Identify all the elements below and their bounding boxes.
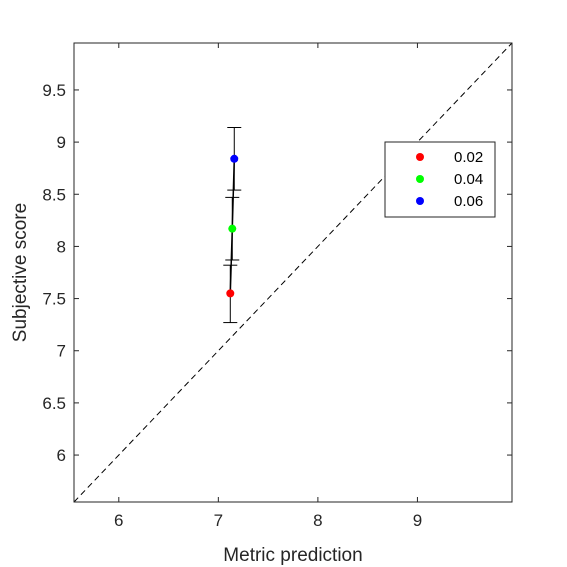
y-tick-label-4: 8 [57, 237, 66, 256]
legend-marker-1 [416, 175, 424, 183]
plot-frame [73, 42, 513, 503]
x-tick-label-1: 7 [214, 511, 223, 530]
legend: 0.02 0.04 0.06 [384, 141, 496, 218]
legend-box [384, 141, 496, 218]
diagonal-reference-line [73, 42, 513, 503]
legend-marker-0 [416, 153, 424, 161]
y-tick-label-1: 6.5 [42, 394, 66, 413]
y-tick-label-3: 7.5 [42, 290, 66, 309]
legend-marker-2 [416, 197, 424, 205]
x-tick-label-3: 9 [413, 511, 422, 530]
y-tick-label-2: 7 [57, 342, 66, 361]
data-point-2 [230, 154, 239, 163]
legend-label-0: 0.02 [454, 149, 483, 166]
y-tick-label-0: 6 [57, 446, 66, 465]
y-axis-label: Subjective score [10, 203, 31, 342]
y-tick-label-5: 8.5 [42, 185, 66, 204]
data-point-1 [228, 224, 237, 233]
x-tick-label-2: 8 [313, 511, 322, 530]
x-tick-label-0: 6 [114, 511, 123, 530]
y-tick-label-6: 9 [57, 133, 66, 152]
legend-label-2: 0.06 [454, 193, 483, 210]
x-axis-label: Metric prediction [223, 545, 362, 566]
y-tick-label-7: 9.5 [42, 81, 66, 100]
legend-label-1: 0.04 [454, 171, 483, 188]
data-point-0 [226, 289, 235, 298]
